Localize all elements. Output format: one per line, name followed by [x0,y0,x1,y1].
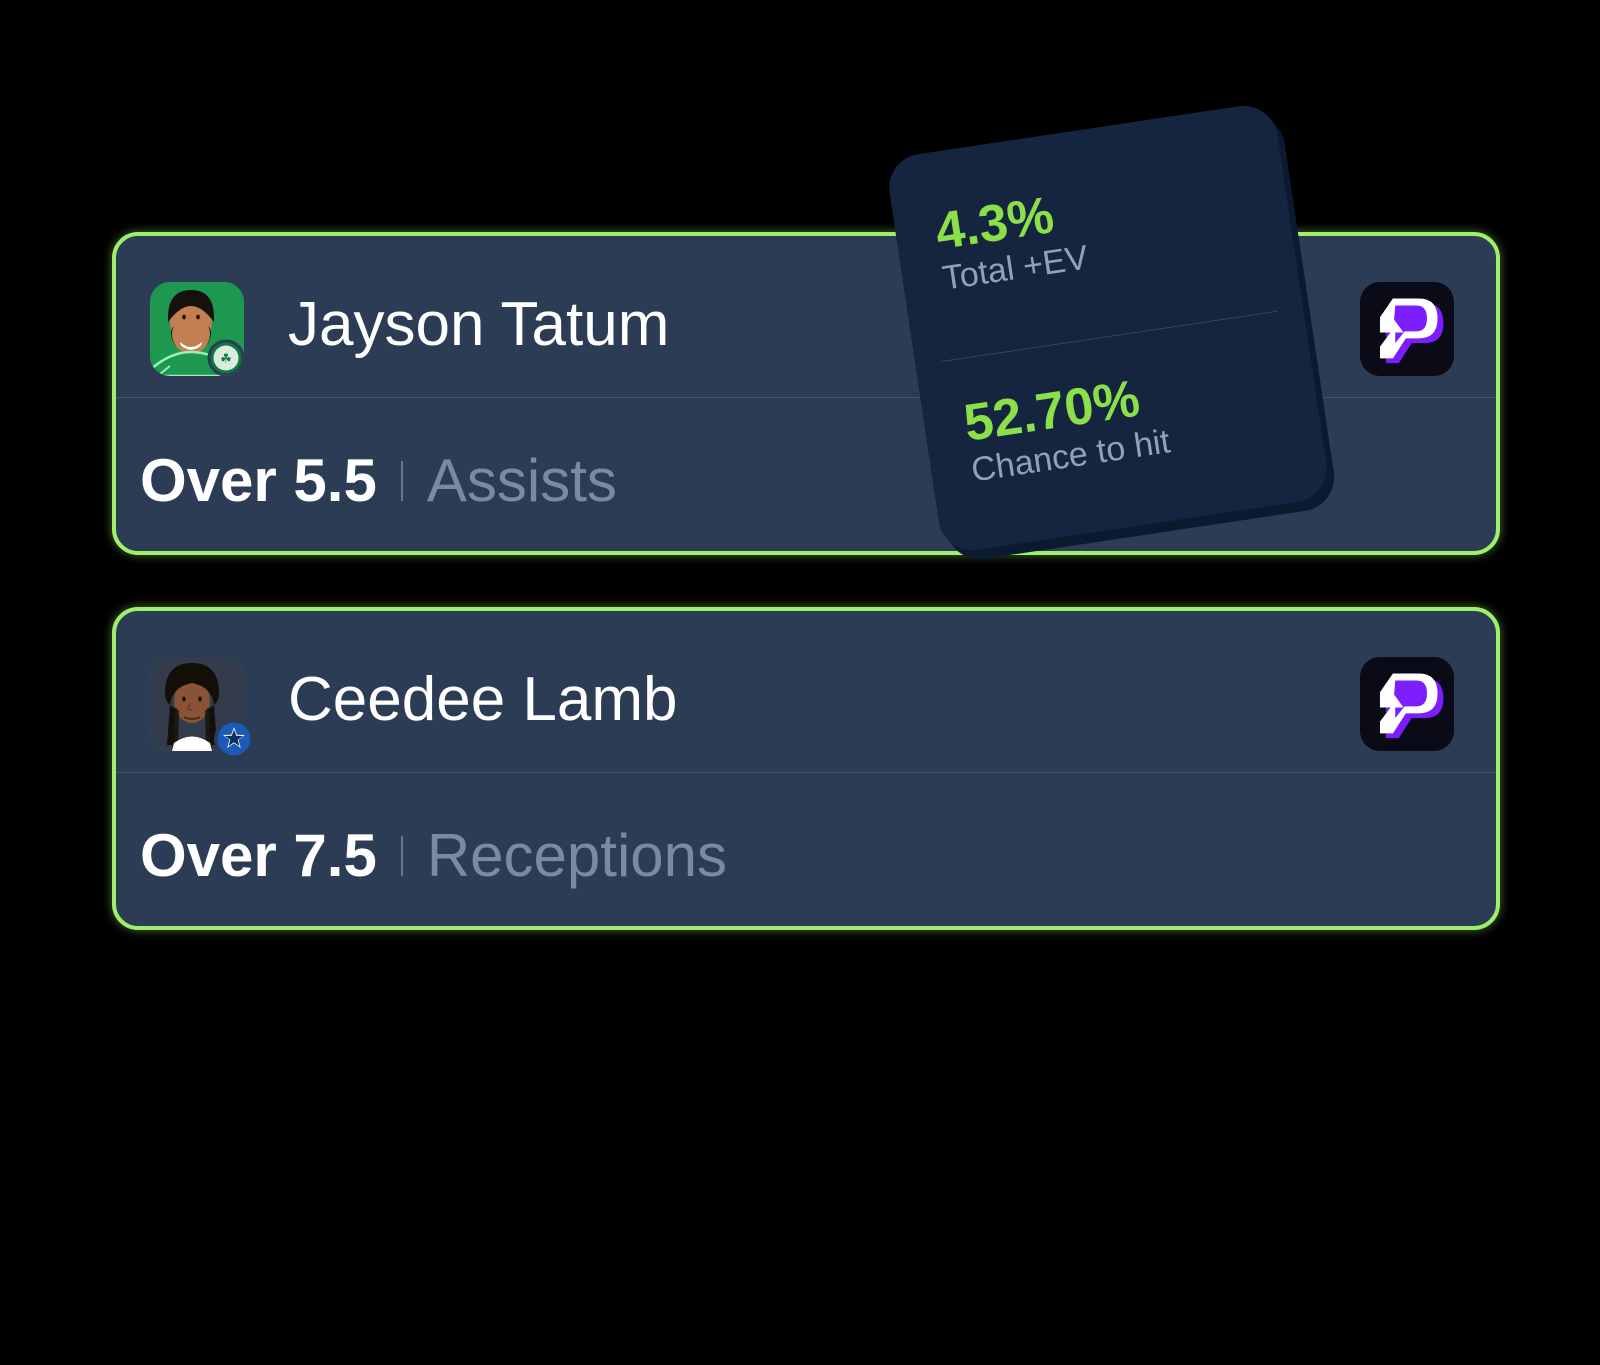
svg-text:☘: ☘ [220,351,232,366]
